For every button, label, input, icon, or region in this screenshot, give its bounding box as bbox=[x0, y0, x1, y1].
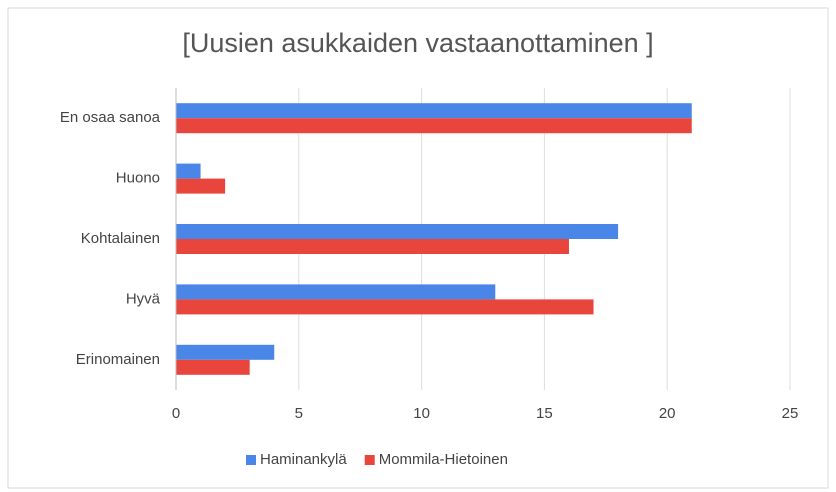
legend-label: Mommila-Hietoinen bbox=[379, 451, 508, 468]
x-tick-label: 15 bbox=[536, 405, 553, 422]
bar bbox=[176, 118, 692, 134]
bar bbox=[176, 224, 619, 239]
bar bbox=[176, 103, 692, 119]
legend-label: Haminankylä bbox=[260, 451, 347, 468]
bar bbox=[176, 178, 226, 194]
x-tick-label: 10 bbox=[413, 405, 430, 422]
bar bbox=[176, 359, 250, 375]
y-tick-label: Huono bbox=[116, 170, 160, 187]
bar bbox=[176, 284, 496, 300]
bar bbox=[176, 163, 201, 179]
x-tick-label: 5 bbox=[295, 405, 303, 422]
y-tick-label: Hyvä bbox=[126, 290, 161, 307]
bar bbox=[176, 299, 594, 315]
x-tick-label: 25 bbox=[782, 405, 799, 422]
y-tick-label: En osaa sanoa bbox=[60, 109, 161, 126]
chart-title: [Uusien asukkaiden vastaanottaminen ] bbox=[182, 28, 653, 58]
y-tick-label: Kohtalainen bbox=[81, 230, 160, 247]
x-tick-label: 20 bbox=[659, 405, 676, 422]
legend-swatch bbox=[364, 455, 375, 465]
legend-swatch bbox=[246, 455, 256, 465]
bar bbox=[176, 239, 569, 254]
x-tick-label: 0 bbox=[172, 405, 180, 422]
bar bbox=[176, 344, 275, 360]
y-tick-label: Erinomainen bbox=[76, 351, 160, 368]
